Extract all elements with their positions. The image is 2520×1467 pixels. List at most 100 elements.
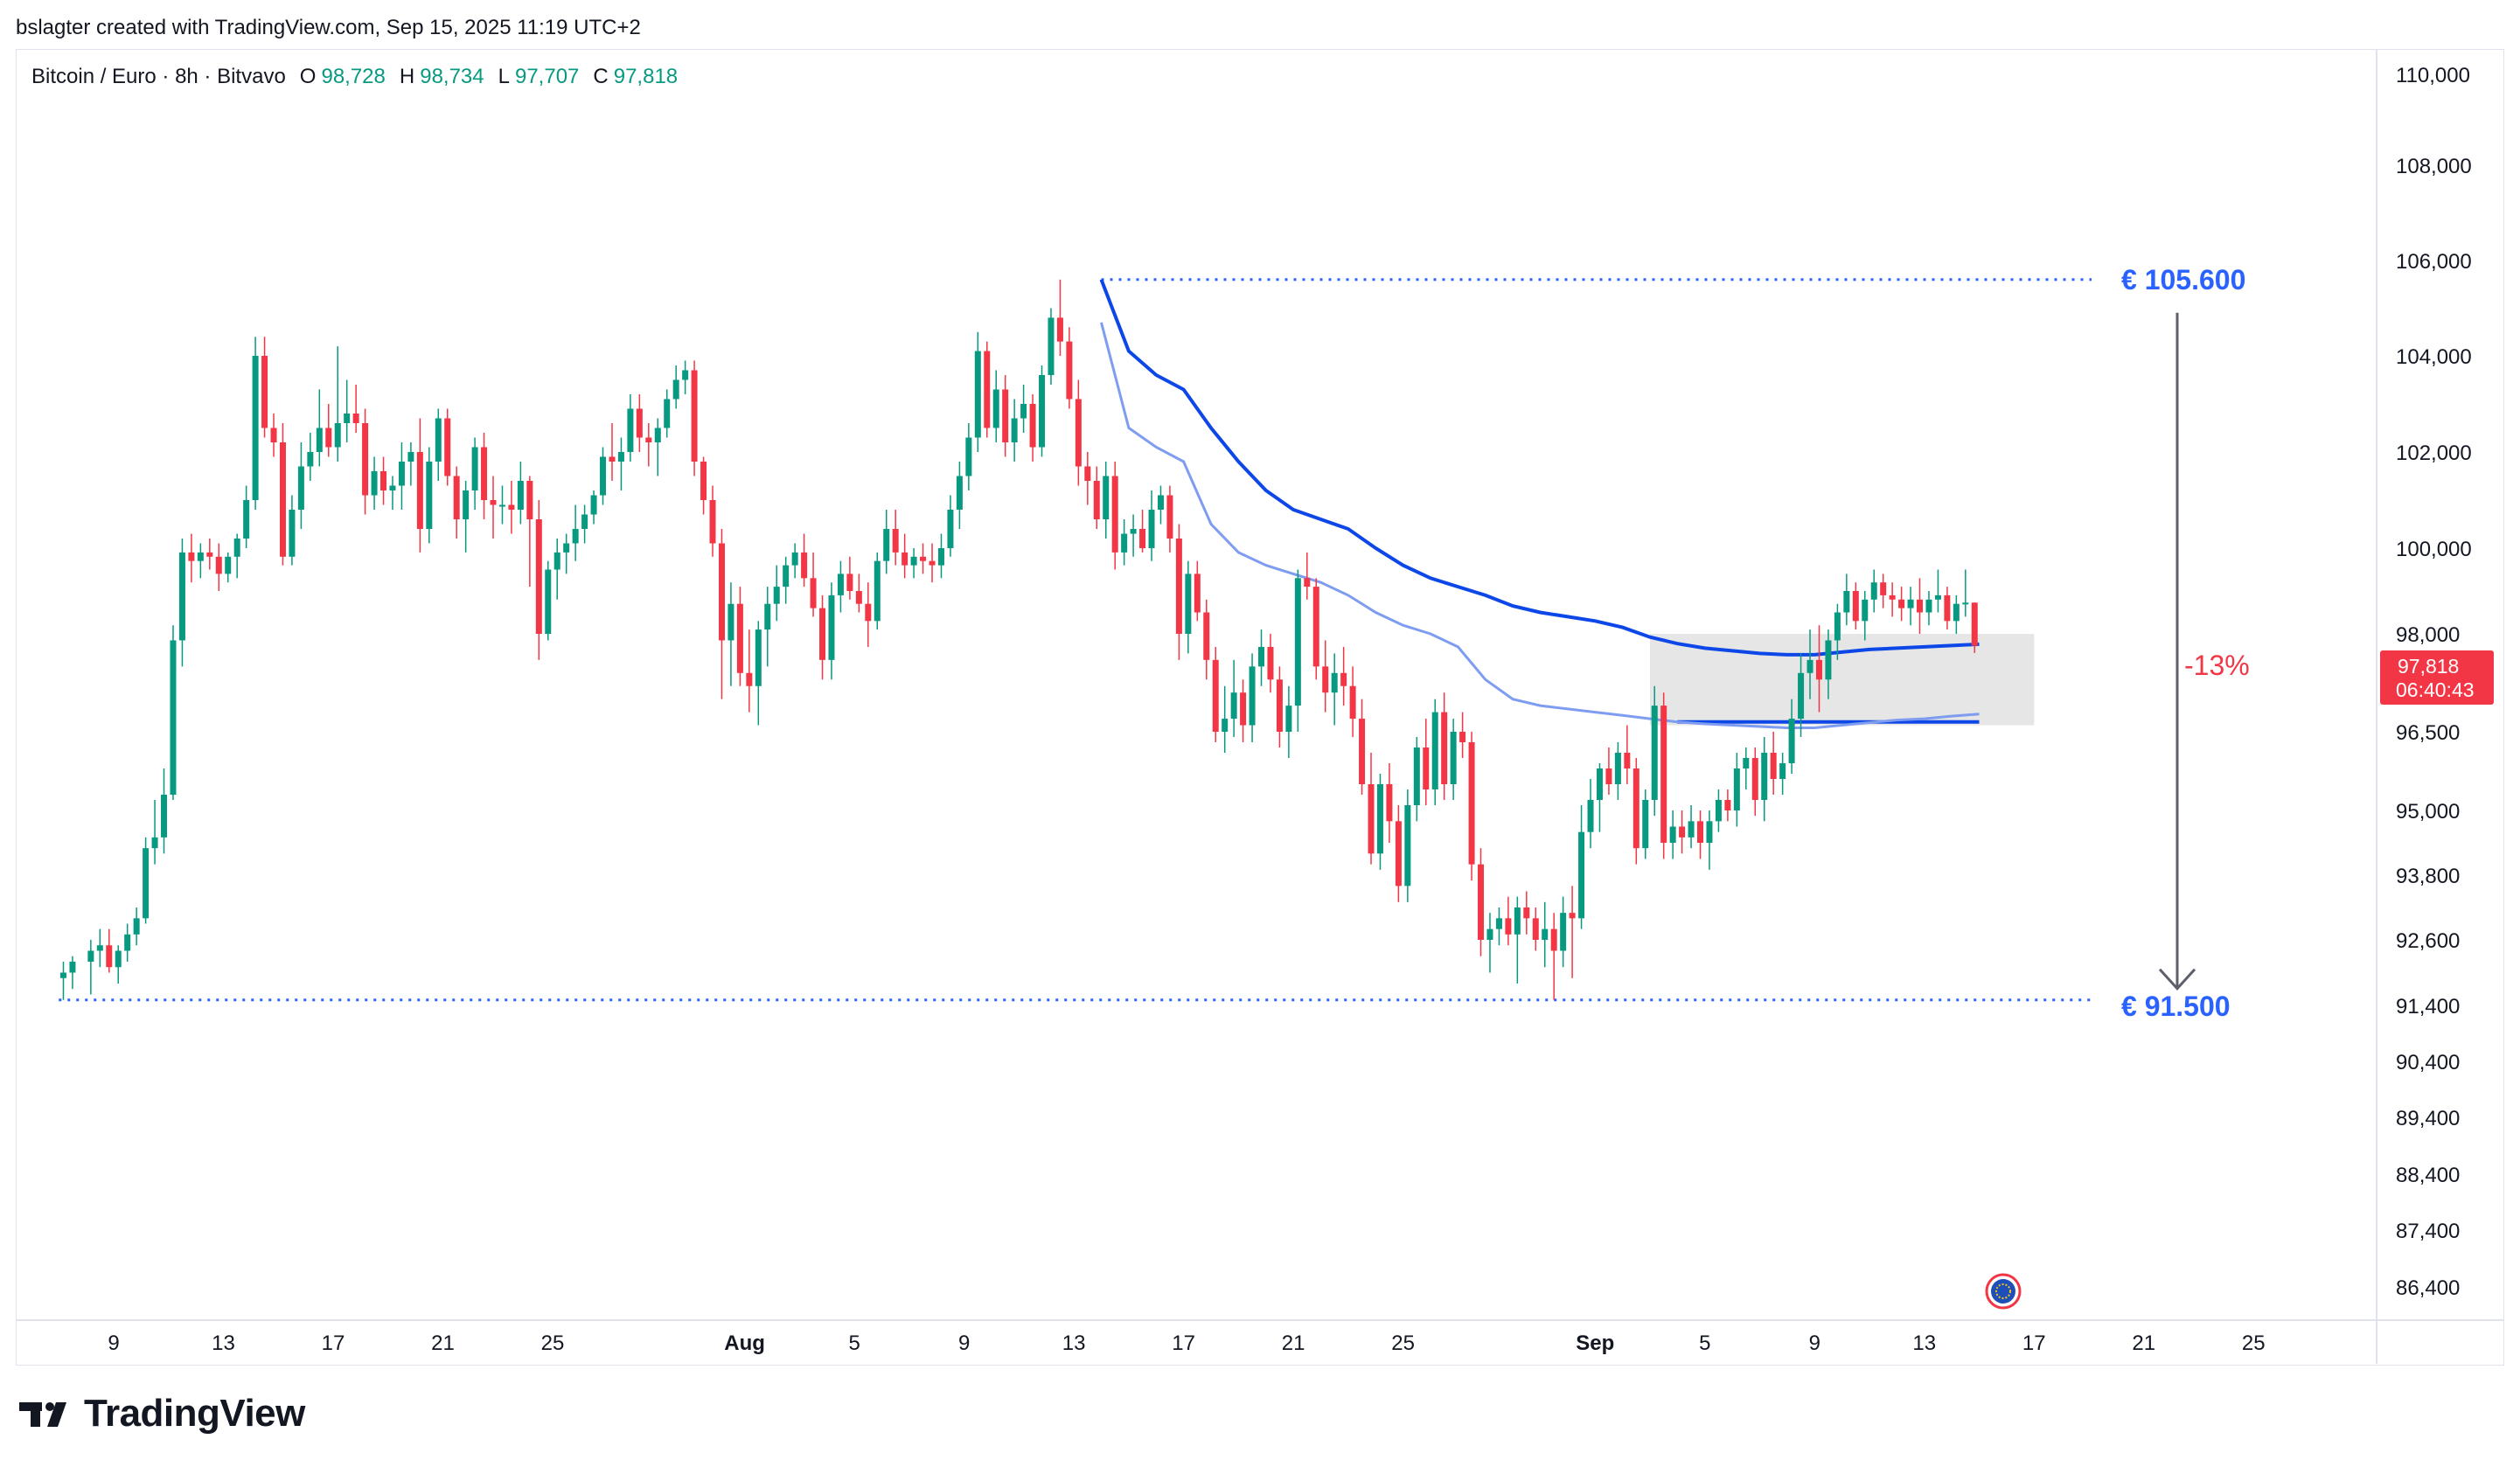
candle-down <box>1605 747 1612 795</box>
candle-up <box>170 625 177 800</box>
close-value: 97,818 <box>613 65 679 88</box>
candle-down <box>1267 634 1274 693</box>
candle-down <box>1139 510 1146 553</box>
low-label: L <box>498 65 510 88</box>
candle-down <box>1386 763 1393 843</box>
candle-down <box>325 404 332 457</box>
eu-flag-icon[interactable] <box>1985 1273 2022 1310</box>
candle-down <box>261 337 268 438</box>
candle-up <box>233 533 240 579</box>
candle-up <box>1825 629 1832 699</box>
candle-down <box>416 418 423 553</box>
candle-up <box>371 456 378 510</box>
price-tick-label: 110,000 <box>2396 64 2470 87</box>
candle-up <box>1806 629 1813 699</box>
candle-up <box>407 442 414 486</box>
candle-up <box>1404 789 1411 902</box>
low-value: 97,707 <box>514 65 580 88</box>
high-label: H <box>399 65 415 88</box>
candle-up <box>1413 737 1420 822</box>
candle-up <box>1706 810 1713 870</box>
candle-up <box>1596 763 1603 832</box>
candle-down <box>453 466 460 539</box>
candle-up <box>69 956 76 990</box>
chart-attribution: bslagter created with TradingView.com, S… <box>16 16 641 39</box>
candle-up <box>1743 747 1750 789</box>
time-tick-label: 21 <box>2132 1331 2155 1355</box>
candle-down <box>1276 666 1283 747</box>
candle-down <box>892 510 899 566</box>
chart-frame <box>16 49 2504 1366</box>
price-tick-label: 92,600 <box>2396 929 2460 953</box>
candle-down <box>736 587 743 686</box>
price-tick-label: 108,000 <box>2396 155 2472 178</box>
candle-up <box>682 360 689 394</box>
candle-up <box>344 379 351 442</box>
candle-down <box>746 629 753 713</box>
anchored-vwap-line <box>1099 279 1980 657</box>
candle-up <box>1907 587 1914 626</box>
candle-up <box>553 539 560 600</box>
candle-up <box>178 539 185 667</box>
candle-up <box>1222 685 1229 753</box>
candle-up <box>297 442 304 529</box>
candle-up <box>243 485 250 548</box>
candle-up <box>1614 742 1621 800</box>
candle-up <box>1514 896 1521 984</box>
time-tick-label: 5 <box>1699 1331 1710 1355</box>
candle-down <box>1880 574 1887 608</box>
symbol-name[interactable]: Bitcoin / Euro · 8h · Bitvavo <box>31 65 286 88</box>
candle-up <box>910 548 917 579</box>
candle-up <box>1020 385 1027 433</box>
candle-up <box>1798 653 1805 737</box>
tradingview-logo[interactable]: TradingView <box>19 1392 305 1436</box>
candle-up <box>956 462 963 529</box>
candle-down <box>1395 805 1402 902</box>
price-tick-label: 90,400 <box>2396 1051 2460 1074</box>
tradingview-logo-icon <box>19 1402 66 1427</box>
candle-down <box>1029 394 1036 462</box>
candle-up <box>1048 308 1055 385</box>
candle-up <box>96 928 103 968</box>
anchored-vwap-band-line <box>1100 322 1980 729</box>
open-label: O <box>299 65 317 88</box>
candle-up <box>1542 901 1549 968</box>
candle-down <box>846 556 853 600</box>
candle-down <box>352 385 359 433</box>
time-tick-label: 17 <box>2022 1331 2046 1355</box>
candle-up <box>1486 913 1493 973</box>
candle-down <box>1423 719 1430 805</box>
candle-up <box>389 476 396 510</box>
candle-up <box>755 621 762 726</box>
candle-up <box>874 552 881 630</box>
candle-down <box>1111 462 1118 570</box>
price-tick-label: 104,000 <box>2396 345 2472 369</box>
candle-down <box>1340 646 1347 706</box>
candle-down <box>1944 587 1951 630</box>
time-tick-label: 9 <box>108 1331 119 1355</box>
candle-up <box>471 437 478 510</box>
price-tick-label: 102,000 <box>2396 441 2472 465</box>
candle-up <box>1294 569 1301 732</box>
candle-down <box>1459 712 1466 758</box>
price-tick-label: 98,000 <box>2396 623 2460 647</box>
candle-up <box>1130 514 1137 557</box>
candle-up <box>124 923 131 962</box>
candle-down <box>1697 810 1704 859</box>
candle-down <box>929 543 936 583</box>
candle-up <box>1642 789 1649 859</box>
candle-up <box>1843 574 1850 626</box>
candle-up <box>1157 485 1164 525</box>
bar-countdown: 06:40:43 <box>2396 678 2475 701</box>
candle-up <box>828 582 835 680</box>
candle-down <box>1532 907 1539 951</box>
candle-up <box>664 389 671 438</box>
time-tick-label: 21 <box>431 1331 455 1355</box>
price-tick-label: 87,400 <box>2396 1220 2460 1243</box>
candle-up <box>463 481 470 553</box>
candle-up <box>115 945 122 984</box>
candle-down <box>819 594 826 680</box>
candle-down <box>1441 692 1448 800</box>
candle-up <box>252 337 259 510</box>
